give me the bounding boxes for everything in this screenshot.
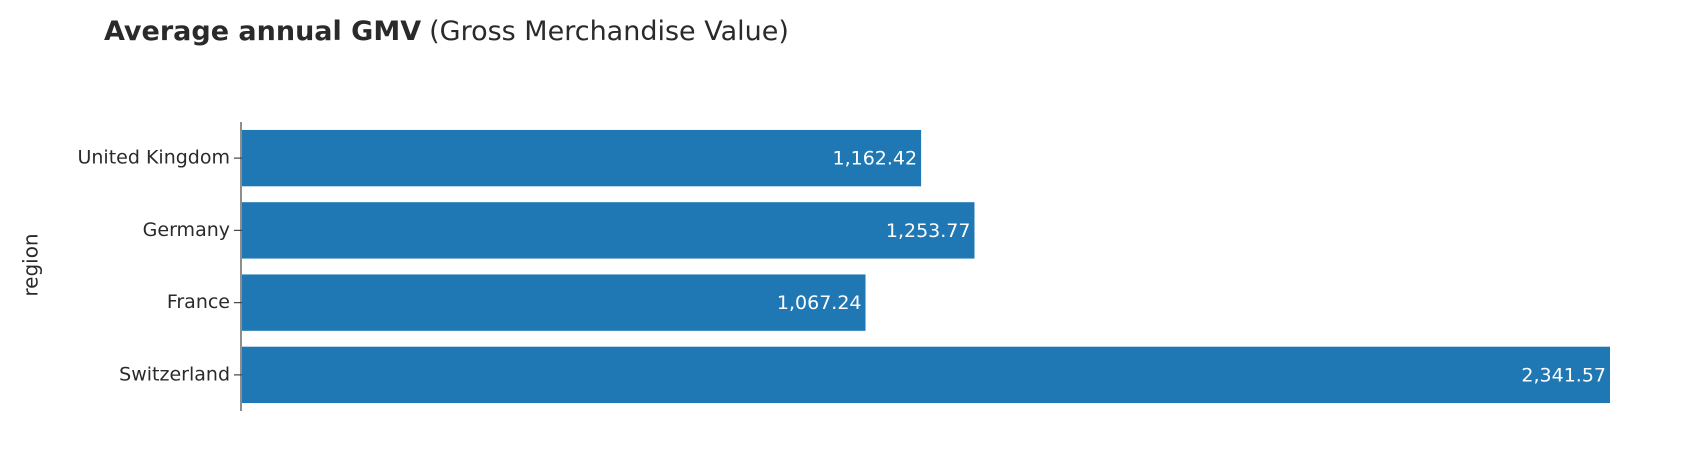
bar (242, 202, 975, 259)
value-label: 1,067.24 (777, 292, 862, 314)
bar (242, 274, 866, 331)
y-tick-label: Germany (143, 219, 230, 241)
y-tick-label: United Kingdom (77, 147, 230, 169)
y-tick-label: Switzerland (119, 363, 230, 385)
value-label: 2,341.57 (1521, 364, 1606, 386)
y-tick-label: France (167, 291, 230, 313)
value-label: 1,253.77 (886, 220, 971, 242)
bar (242, 129, 922, 187)
bar (242, 346, 1610, 404)
y-axis-label: region (19, 233, 43, 296)
title-main: Average annual GMV (104, 16, 421, 47)
value-label: 1,162.42 (833, 148, 918, 170)
chart-title: Average annual GMV (Gross Merchandise Val… (104, 16, 789, 47)
title-sub: (Gross Merchandise Value) (429, 16, 789, 47)
